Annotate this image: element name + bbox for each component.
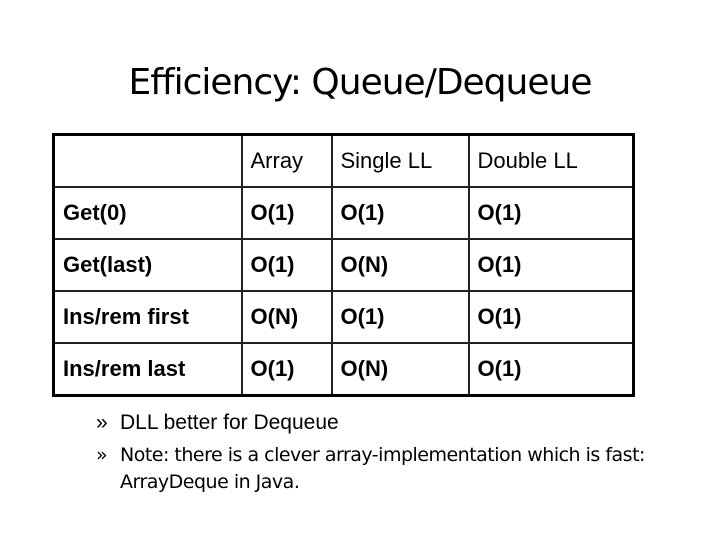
table-cell: O(1)	[467, 186, 635, 240]
table-row: Ins/rem last O(1) O(N) O(1)	[52, 342, 635, 397]
bullet-list: DLL better for Dequeue Note: there is a …	[96, 408, 656, 496]
table-row: Get(last) O(1) O(N) O(1)	[52, 238, 635, 292]
column-header: Array	[240, 133, 333, 188]
table-cell: O(N)	[330, 342, 470, 397]
column-header: Single LL	[330, 133, 470, 188]
row-header: Ins/rem first	[52, 290, 243, 344]
corner-cell	[52, 133, 243, 188]
bullet: Note: there is a clever array-implementa…	[96, 442, 656, 496]
table-body: Get(0) O(1) O(1) O(1) Get(last) O(1) O(N) O(1) I…	[52, 186, 635, 397]
table-cell: O(N)	[330, 238, 470, 292]
complexity-table: Array Single LL Double LL Get(0) O(1) O(1)…	[52, 133, 635, 397]
table-cell: O(1)	[240, 342, 333, 397]
row-header: Get(0)	[52, 186, 243, 240]
table-cell: O(1)	[330, 186, 470, 240]
table-row: Ins/rem first O(N) O(1) O(1)	[52, 290, 635, 344]
row-header: Get(last)	[52, 238, 243, 292]
slide-title: Efficiency: Queue/Dequeue	[128, 62, 593, 104]
row-header: Ins/rem last	[52, 342, 243, 397]
table-cell: O(1)	[467, 342, 635, 397]
column-header: Double LL	[467, 133, 635, 188]
table-row: Get(0) O(1) O(1) O(1)	[52, 186, 635, 240]
header-row: Array Single LL Double LL	[52, 133, 635, 188]
table-cell: O(1)	[330, 290, 470, 344]
table-cell: O(1)	[467, 238, 635, 292]
table-cell: O(1)	[467, 290, 635, 344]
table-cell: O(N)	[240, 290, 333, 344]
bullet: DLL better for Dequeue	[96, 408, 656, 438]
table-cell: O(1)	[240, 238, 333, 292]
table-cell: O(1)	[240, 186, 333, 240]
